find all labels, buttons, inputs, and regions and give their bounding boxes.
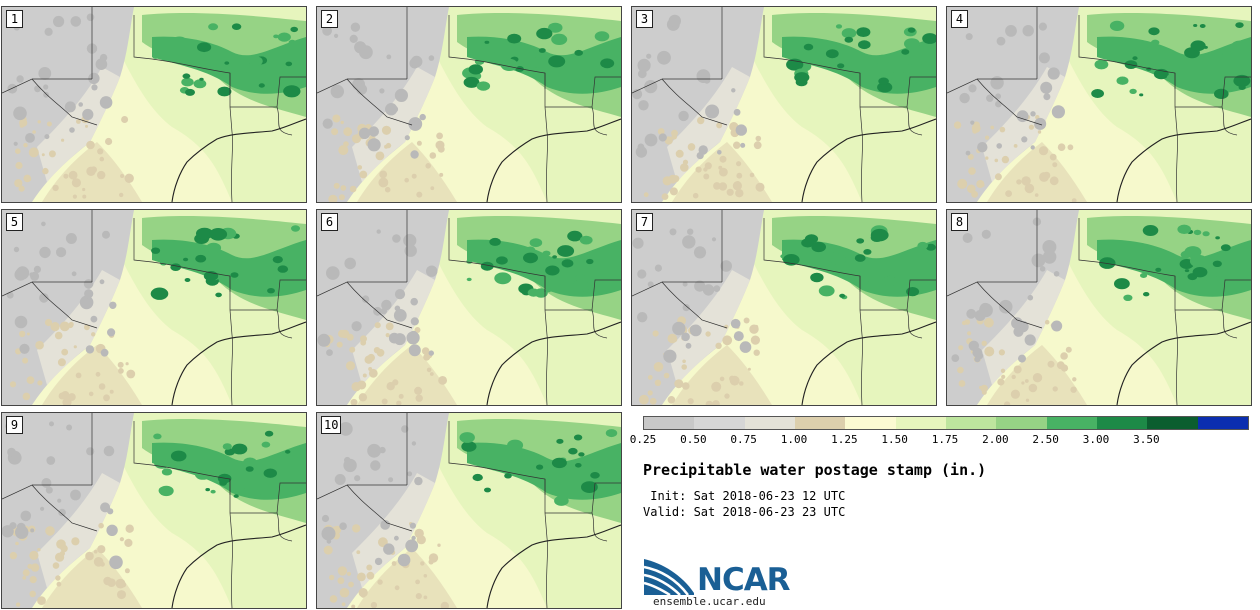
panel-number: 5 — [6, 213, 23, 231]
colorbar-tick-label: 3.00 — [1082, 433, 1110, 446]
colorbar-tick-label: 1.25 — [831, 433, 858, 446]
map-panel: 5 — [1, 209, 307, 406]
colorbar-tick-label: 3.50 — [1133, 433, 1160, 446]
ncar-logo-text: NCAR — [697, 562, 791, 598]
colorbar-tick-label: 0.50 — [680, 433, 707, 446]
colorbar-swatch — [644, 417, 695, 429]
map-panel: 6 — [316, 209, 622, 406]
colorbar-tick-label: 0.75 — [730, 433, 757, 446]
colorbar-tick-label: 1.75 — [931, 433, 959, 446]
map-panel: 4 — [946, 6, 1252, 203]
colorbar-tick-label: 2.50 — [1032, 433, 1059, 446]
ncar-logo-icon — [643, 559, 694, 597]
colorbar-swatch — [1147, 417, 1198, 429]
colorbar — [643, 416, 1249, 430]
panel-number: 7 — [636, 213, 653, 231]
colorbar-swatch — [694, 417, 745, 429]
colorbar-swatch — [1046, 417, 1097, 429]
map-panel: 9 — [1, 412, 307, 609]
colorbar-swatch — [895, 417, 946, 429]
panel-number: 9 — [6, 416, 23, 434]
init-time: Init: Sat 2018-06-23 12 UTC — [643, 489, 846, 503]
valid-time: Valid: Sat 2018-06-23 23 UTC — [643, 505, 846, 519]
colorbar-tick-label: 2.00 — [982, 433, 1009, 446]
map-panel: 1 — [1, 6, 307, 203]
colorbar-swatch — [996, 417, 1047, 429]
colorbar-tick-label: 1.50 — [881, 433, 908, 446]
panel-number: 10 — [321, 416, 342, 434]
map-panel: 10 — [316, 412, 622, 609]
panel-number: 4 — [951, 10, 968, 28]
panel-number: 1 — [6, 10, 23, 28]
colorbar-swatch — [1197, 417, 1248, 429]
colorbar-tick-label: 0.25 — [629, 433, 657, 446]
map-panel: 7 — [631, 209, 937, 406]
map-panel: 3 — [631, 6, 937, 203]
colorbar-swatch — [794, 417, 846, 429]
website-label: ensemble.ucar.edu — [653, 595, 766, 608]
map-panel: 8 — [946, 209, 1252, 406]
chart-title: Precipitable water postage stamp (in.) — [643, 461, 987, 479]
colorbar-swatch — [945, 417, 997, 429]
colorbar-swatch — [744, 417, 795, 429]
panel-number: 6 — [321, 213, 338, 231]
colorbar-swatch — [845, 417, 896, 429]
panel-number: 3 — [636, 10, 653, 28]
panel-number: 8 — [951, 213, 968, 231]
colorbar-swatch — [1096, 417, 1148, 429]
map-panel: 2 — [316, 6, 622, 203]
panel-number: 2 — [321, 10, 338, 28]
colorbar-tick-label: 1.00 — [780, 433, 808, 446]
